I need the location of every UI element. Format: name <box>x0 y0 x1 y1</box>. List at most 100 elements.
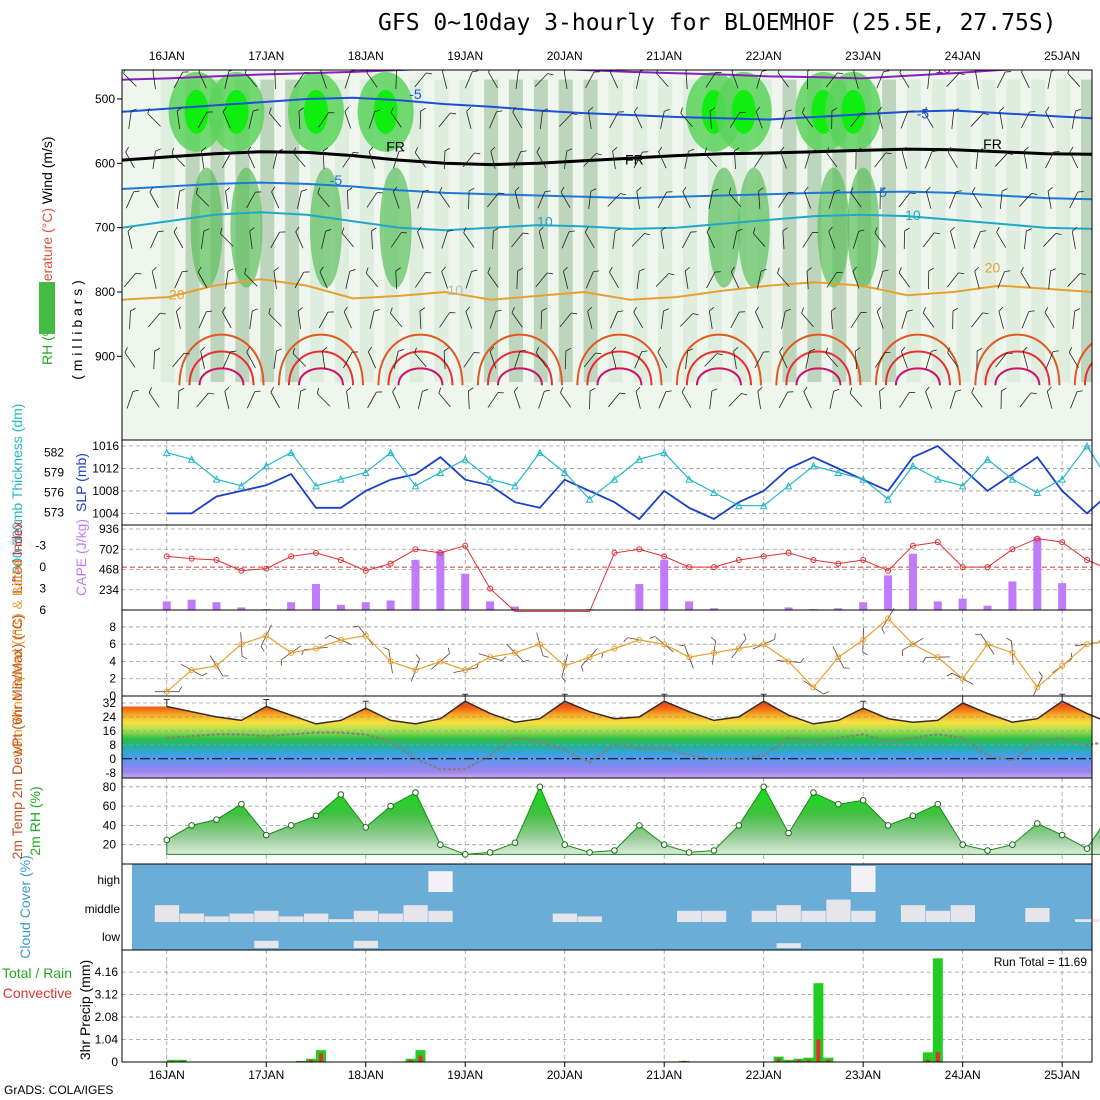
wind-speed-marker <box>536 641 543 648</box>
wind-barb <box>414 147 426 168</box>
wind-barb <box>564 148 573 169</box>
wind-barb <box>1024 228 1032 249</box>
rh-moist-area <box>190 167 223 288</box>
wind-barb <box>634 350 648 369</box>
thickness-marker <box>312 481 320 490</box>
date-label-top: 23JAN <box>845 49 881 63</box>
cape-bar <box>312 584 320 610</box>
cape-bar <box>834 608 843 610</box>
wind-barb <box>320 70 327 89</box>
wind-barb <box>513 150 527 169</box>
wind-barb <box>222 151 238 169</box>
wind-barb <box>680 313 699 327</box>
rh-column <box>409 79 424 383</box>
wind-barb <box>414 72 432 88</box>
temperature-contour-lower <box>476 333 563 386</box>
precip-convective-bar <box>309 1059 314 1062</box>
cloud-middle-bar <box>801 910 826 922</box>
cloud-middle-bar <box>254 910 279 922</box>
wind-barb <box>538 389 550 409</box>
wind-barb <box>268 307 282 327</box>
cape-bar <box>908 553 917 610</box>
wind-barb <box>631 233 651 247</box>
wind-barb <box>465 306 473 329</box>
wind-barb <box>1021 70 1030 89</box>
wind-barb <box>704 147 718 168</box>
thickness-marker <box>337 475 345 483</box>
wind-barb <box>390 107 402 128</box>
wind-barb <box>901 146 908 169</box>
wind-barb <box>174 270 188 289</box>
temperature-contour-lower <box>576 333 663 386</box>
temperature-contour-lower <box>297 367 344 386</box>
lifted-index-marker <box>362 567 369 574</box>
wind-speed-line <box>166 617 1100 693</box>
wind-barb <box>177 387 185 410</box>
wind-barb <box>706 271 721 289</box>
wind-barb <box>972 186 982 208</box>
wind-tick-label: 2 <box>109 672 116 686</box>
wind-barb <box>198 70 207 89</box>
pressure-tick-label: 800 <box>95 285 115 299</box>
wind-barb <box>947 347 959 368</box>
wind-speed-marker <box>288 649 295 656</box>
cloud-high-bar <box>428 871 453 892</box>
temperature-contour-lower <box>795 367 842 386</box>
slp-tick-label: 1004 <box>92 506 119 520</box>
wind-barb <box>151 266 157 289</box>
precip-convective-bar <box>806 1059 811 1062</box>
thickness-marker <box>262 461 271 470</box>
cloud-level-label: high <box>97 873 120 887</box>
li-ylabel: Lifted Index <box>9 521 25 593</box>
lifted-index-marker <box>437 549 444 556</box>
wind-barb <box>439 187 451 208</box>
wind-barb <box>782 227 788 250</box>
contour-label: -5 <box>409 86 422 102</box>
thickness-marker <box>411 481 420 490</box>
rh-column <box>981 79 996 383</box>
wind-barb <box>224 386 230 409</box>
wind-barb <box>1069 146 1079 169</box>
wind-barb <box>343 306 352 329</box>
wind-barb <box>176 107 182 129</box>
temperature-contour-lower <box>277 333 364 386</box>
precip-ylabel: 3hr Precip (mm) <box>77 960 93 1060</box>
rh-marker <box>785 829 792 837</box>
wind-speed-marker <box>661 641 668 648</box>
wind-barb <box>609 111 625 129</box>
wind-barb <box>220 227 234 247</box>
cloud-middle-bar <box>826 899 851 922</box>
wind-barb <box>125 146 135 169</box>
lifted-index-marker <box>462 542 469 549</box>
precip-convective-bar <box>796 1059 801 1062</box>
wind-barb <box>173 71 189 89</box>
wind-barb <box>831 107 838 130</box>
wind-barb <box>298 107 304 130</box>
wind-barb <box>855 147 862 170</box>
wind-barb <box>685 348 694 369</box>
wind-barb <box>152 148 161 169</box>
precip-convective-bar <box>318 1053 323 1062</box>
wind-barb <box>535 272 553 288</box>
thickness-marker <box>784 481 793 490</box>
wind-barb <box>343 351 359 369</box>
date-label-bottom: 22JAN <box>746 1068 782 1082</box>
precip-convective-bar <box>776 1058 781 1062</box>
wind-barb <box>758 187 764 210</box>
dewpoint-line <box>166 731 1100 771</box>
lifted-index-marker <box>313 549 319 556</box>
rh-saturated-area <box>373 89 398 134</box>
rh-marker <box>1058 831 1066 839</box>
wind-barb <box>996 226 1007 248</box>
contour-label: 10 <box>447 282 463 298</box>
wind-barb <box>1048 268 1056 289</box>
thickness-marker <box>859 475 867 483</box>
rh-column <box>1031 79 1046 383</box>
precip-total-bar <box>783 1059 794 1062</box>
wind-speed-marker <box>462 667 469 674</box>
precip-total-bar <box>166 1059 177 1062</box>
rh-tick-label: 60 <box>103 799 117 813</box>
wind-barb <box>1067 273 1086 287</box>
wind-barb <box>129 307 136 330</box>
thickness-tick-label: 573 <box>44 505 64 519</box>
